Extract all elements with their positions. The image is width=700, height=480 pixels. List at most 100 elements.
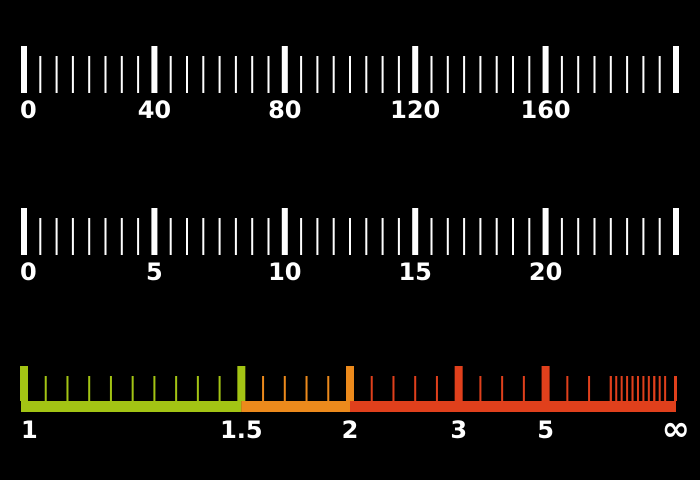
zone-bar bbox=[241, 401, 350, 412]
major-tick bbox=[542, 46, 549, 93]
minor-tick bbox=[316, 56, 319, 93]
tick-label: 160 bbox=[521, 96, 571, 124]
minor-tick bbox=[316, 218, 319, 255]
minor-tick bbox=[71, 56, 74, 93]
major-tick bbox=[412, 208, 419, 255]
tick-label: 1 bbox=[21, 416, 38, 444]
minor-tick bbox=[392, 376, 395, 401]
major-tick bbox=[542, 208, 549, 255]
tick-label: 120 bbox=[390, 96, 440, 124]
minor-tick bbox=[647, 376, 650, 401]
major-tick bbox=[454, 366, 463, 401]
minor-tick bbox=[88, 218, 91, 255]
minor-tick bbox=[528, 218, 531, 255]
minor-tick bbox=[88, 376, 91, 401]
minor-tick bbox=[577, 218, 580, 255]
minor-tick bbox=[300, 218, 303, 255]
minor-tick bbox=[577, 56, 580, 93]
minor-tick bbox=[658, 56, 661, 93]
major-tick bbox=[237, 366, 246, 401]
minor-tick bbox=[609, 56, 612, 93]
minor-tick bbox=[463, 56, 466, 93]
tick-label: 40 bbox=[138, 96, 171, 124]
major-tick bbox=[673, 46, 679, 93]
minor-tick bbox=[653, 376, 656, 401]
minor-tick bbox=[202, 56, 205, 93]
minor-tick bbox=[593, 56, 596, 93]
minor-tick bbox=[39, 218, 42, 255]
minor-tick bbox=[251, 218, 254, 255]
major-tick bbox=[151, 46, 158, 93]
minor-tick bbox=[522, 376, 525, 401]
minor-tick bbox=[479, 56, 482, 93]
minor-tick bbox=[66, 376, 69, 401]
minor-tick bbox=[430, 56, 433, 93]
minor-tick bbox=[196, 376, 199, 401]
minor-tick bbox=[262, 376, 265, 401]
minor-tick bbox=[305, 376, 308, 401]
tick-label: 15 bbox=[398, 258, 431, 286]
minor-tick bbox=[131, 376, 134, 401]
tick-label: 20 bbox=[529, 258, 562, 286]
minor-tick bbox=[283, 376, 286, 401]
minor-tick bbox=[609, 376, 612, 401]
minor-tick bbox=[55, 56, 58, 93]
minor-tick bbox=[414, 376, 417, 401]
minor-tick bbox=[349, 56, 351, 93]
minor-tick bbox=[446, 56, 449, 93]
minor-tick bbox=[327, 376, 330, 401]
minor-tick bbox=[349, 218, 351, 255]
minor-tick bbox=[39, 56, 42, 93]
minor-tick bbox=[251, 56, 254, 93]
minor-tick bbox=[186, 56, 188, 93]
major-tick bbox=[281, 208, 288, 255]
minor-tick bbox=[365, 56, 368, 93]
minor-tick bbox=[566, 376, 569, 401]
load-scale: 0 5 10 15 20 bbox=[20, 208, 679, 286]
minor-tick bbox=[71, 218, 74, 255]
minor-tick bbox=[104, 56, 107, 93]
minor-tick bbox=[300, 56, 303, 93]
minor-tick bbox=[495, 56, 498, 93]
minor-tick bbox=[218, 376, 221, 401]
minor-tick bbox=[463, 218, 466, 255]
minor-tick bbox=[104, 218, 107, 255]
speed-scale: 0 40 80 120 160 bbox=[20, 46, 679, 124]
zone-bar bbox=[21, 401, 242, 412]
minor-tick bbox=[218, 56, 221, 93]
major-tick bbox=[151, 208, 158, 255]
minor-tick bbox=[512, 56, 514, 93]
tick-label: ∞ bbox=[662, 409, 690, 449]
minor-tick bbox=[137, 56, 140, 93]
tick-label: 1.5 bbox=[220, 416, 263, 444]
major-tick bbox=[281, 46, 288, 93]
minor-tick bbox=[153, 376, 156, 401]
minor-tick bbox=[626, 376, 629, 401]
minor-tick bbox=[512, 218, 514, 255]
minor-tick bbox=[332, 56, 335, 93]
minor-tick bbox=[430, 218, 433, 255]
tick-label: 2 bbox=[342, 416, 359, 444]
major-tick bbox=[346, 366, 354, 401]
minor-tick bbox=[109, 376, 112, 401]
major-tick bbox=[20, 366, 28, 401]
minor-tick bbox=[44, 376, 47, 401]
major-tick bbox=[674, 376, 677, 401]
minor-tick bbox=[631, 376, 634, 401]
minor-tick bbox=[120, 56, 123, 93]
swr-scale: 1 1.5 2 3 5 ∞ bbox=[20, 366, 690, 449]
zone-bar bbox=[350, 401, 676, 412]
minor-tick bbox=[626, 218, 629, 255]
minor-tick bbox=[658, 218, 661, 255]
tick-label: 5 bbox=[537, 416, 554, 444]
minor-tick bbox=[202, 218, 205, 255]
minor-tick bbox=[169, 56, 172, 93]
minor-tick bbox=[137, 218, 140, 255]
tick-label: 80 bbox=[268, 96, 301, 124]
minor-tick bbox=[332, 218, 335, 255]
minor-tick bbox=[397, 56, 400, 93]
minor-tick bbox=[267, 218, 270, 255]
minor-tick bbox=[588, 376, 591, 401]
tick-label: 5 bbox=[146, 258, 163, 286]
